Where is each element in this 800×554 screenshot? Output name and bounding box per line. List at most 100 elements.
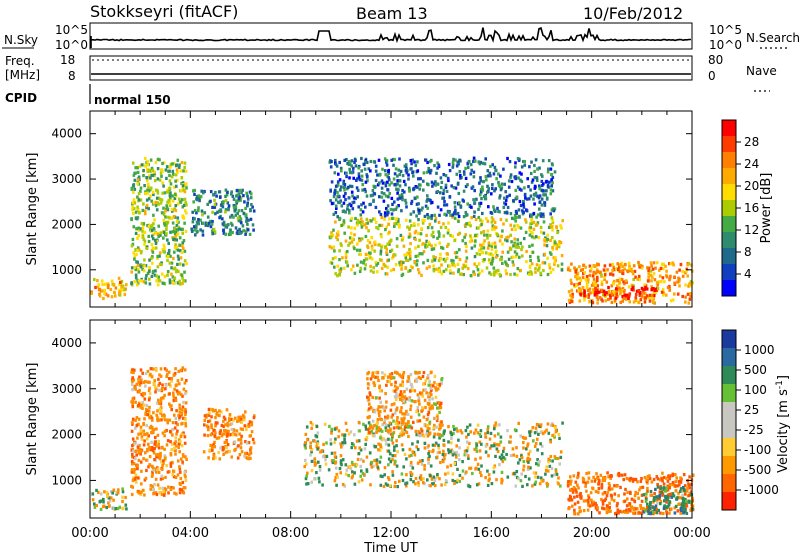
heatmap-cell <box>156 232 160 236</box>
heatmap-cell <box>309 453 312 457</box>
heatmap-cell <box>486 483 490 487</box>
heatmap-cell <box>348 171 352 175</box>
heatmap-cell <box>181 244 184 248</box>
heatmap-cell <box>424 245 427 249</box>
heatmap-cell <box>396 371 399 375</box>
heatmap-cell <box>556 231 559 235</box>
heatmap-cell <box>559 484 562 488</box>
heatmap-cell <box>652 261 656 265</box>
heatmap-cell <box>665 508 668 513</box>
heatmap-cell <box>595 293 599 297</box>
heatmap-cell <box>375 458 379 462</box>
heatmap-cell <box>678 496 682 500</box>
heatmap-cell <box>148 416 152 420</box>
heatmap-cell <box>409 415 413 419</box>
heatmap-cell <box>317 460 320 464</box>
heatmap-cell <box>179 434 183 438</box>
heatmap-cell <box>334 204 338 208</box>
heatmap-cell <box>477 160 481 164</box>
heatmap-cell <box>414 254 418 258</box>
heatmap-cell <box>497 209 500 213</box>
heatmap-cell <box>378 181 381 185</box>
heatmap-cell <box>162 249 165 254</box>
heatmap-cell <box>358 248 362 252</box>
heatmap-cell <box>536 213 540 217</box>
heatmap-cell <box>451 453 455 457</box>
heatmap-cell <box>154 231 158 235</box>
heatmap-cell <box>417 271 421 275</box>
heatmap-cell <box>162 461 165 465</box>
heatmap-cell <box>649 269 653 273</box>
heatmap-cell <box>363 223 366 227</box>
heatmap-cell <box>174 416 177 421</box>
heatmap-cell <box>473 210 476 214</box>
heatmap-cell <box>159 251 162 255</box>
heatmap-cell <box>393 253 397 257</box>
heatmap-cell <box>163 429 167 434</box>
heatmap-cell <box>173 413 176 417</box>
heatmap-cell <box>581 275 585 280</box>
heatmap-cell <box>416 461 420 465</box>
heatmap-cell <box>449 233 452 237</box>
heatmap-cell <box>681 274 685 278</box>
heatmap-cell <box>214 424 217 428</box>
heatmap-cell <box>181 394 184 398</box>
heatmap-cell <box>198 196 201 200</box>
heatmap-cell <box>172 256 175 261</box>
heatmap-cell <box>490 227 494 231</box>
heatmap-cell <box>349 231 353 235</box>
heatmap-cell <box>210 415 213 419</box>
heatmap-cell <box>618 265 621 269</box>
heatmap-cell <box>417 268 420 272</box>
heatmap-cell <box>333 427 337 431</box>
heatmap-cell <box>418 238 421 242</box>
heatmap-cell <box>171 221 175 225</box>
heatmap-cell <box>486 469 489 473</box>
heatmap-cell <box>607 297 610 301</box>
heatmap-cell <box>498 423 501 427</box>
heatmap-cell <box>132 449 135 453</box>
heatmap-cell <box>426 258 430 262</box>
heatmap-cell <box>480 442 483 446</box>
heatmap-cell <box>378 173 381 177</box>
heatmap-cell <box>343 183 347 187</box>
heatmap-cell <box>360 457 363 462</box>
heatmap-cell <box>444 268 448 272</box>
heatmap-cell <box>509 223 512 227</box>
heatmap-cell <box>150 256 153 260</box>
heatmap-cell <box>226 201 230 205</box>
heatmap-cell <box>333 479 337 483</box>
heatmap-cell <box>455 480 458 484</box>
heatmap-cell <box>136 195 139 199</box>
heatmap-cell <box>634 292 638 297</box>
heatmap-cell <box>104 292 108 296</box>
heatmap-cell <box>304 458 307 462</box>
heatmap-cell <box>101 283 104 287</box>
heatmap-cell <box>416 440 419 444</box>
heatmap-cell <box>399 169 403 173</box>
heatmap-cell <box>106 294 110 298</box>
heatmap-cell <box>419 434 422 438</box>
heatmap-cell <box>246 228 250 232</box>
heatmap-cell <box>169 453 173 457</box>
heatmap-cell <box>231 194 235 198</box>
heatmap-cell <box>456 160 459 164</box>
heatmap-cell <box>666 285 670 290</box>
heatmap-cell <box>162 243 166 247</box>
heatmap-cell <box>335 472 339 477</box>
heatmap-cell <box>616 501 619 506</box>
heatmap-cell <box>523 186 526 190</box>
heatmap-cell <box>369 393 372 397</box>
heatmap-cell <box>184 424 188 428</box>
heatmap-cell <box>584 481 588 485</box>
heatmap-cell <box>457 162 460 166</box>
heatmap-cell <box>412 174 415 178</box>
heatmap-cell <box>491 242 494 246</box>
heatmap-cell <box>584 277 588 282</box>
heatmap-cell <box>377 428 380 432</box>
heatmap-cell <box>130 382 134 387</box>
heatmap-cell <box>371 424 375 428</box>
heatmap-cell <box>649 261 653 265</box>
heatmap-cell <box>451 215 454 219</box>
heatmap-cell <box>387 176 391 180</box>
